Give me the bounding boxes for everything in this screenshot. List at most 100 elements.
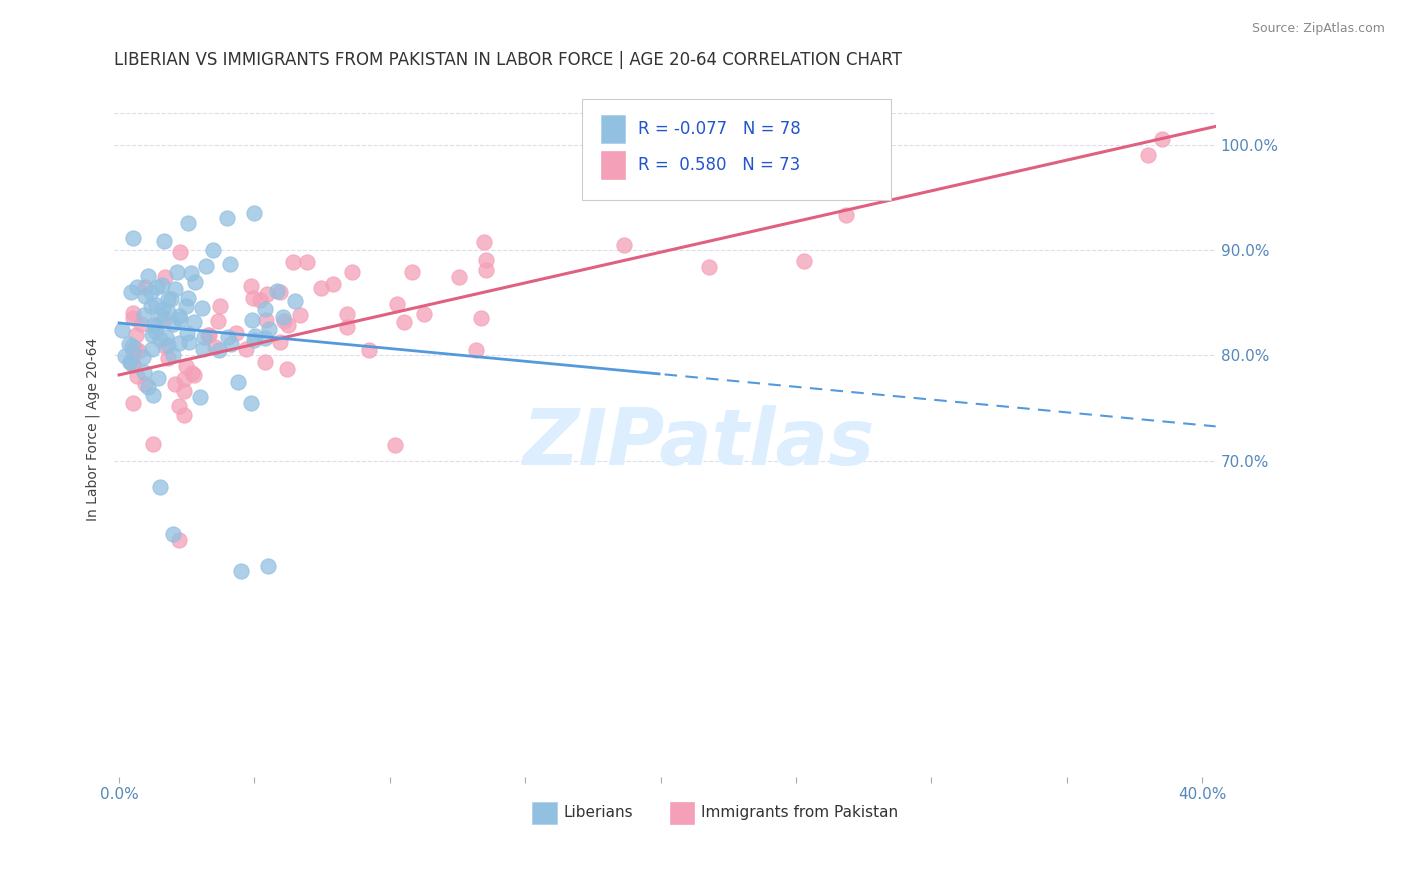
Point [180, 266, 202, 280]
Point [447, 270, 470, 285]
Point [470, 310, 492, 325]
Point [208, 343, 231, 358]
Point [208, 299, 231, 313]
Point [1150, 132, 1173, 146]
Bar [600, 151, 626, 178]
Point [254, 301, 277, 316]
Point [217, 330, 239, 344]
Point [207, 314, 229, 328]
Point [149, 332, 172, 346]
Point [281, 255, 304, 269]
Point [225, 326, 247, 340]
Point [162, 318, 184, 332]
Point [184, 275, 207, 289]
Point [394, 315, 416, 329]
Point [413, 307, 436, 321]
Point [290, 308, 312, 322]
Point [204, 340, 226, 354]
Point [169, 245, 191, 260]
Point [121, 306, 143, 320]
Point [127, 279, 149, 293]
Text: Liberians: Liberians [564, 805, 633, 821]
Bar [600, 115, 626, 143]
Point [1136, 148, 1159, 162]
Point [256, 287, 278, 301]
Point [149, 480, 172, 494]
Point [254, 355, 277, 369]
Point [221, 337, 243, 351]
Text: Source: ZipAtlas.com: Source: ZipAtlas.com [1251, 22, 1385, 36]
Point [121, 338, 143, 352]
Point [226, 375, 249, 389]
Point [242, 313, 264, 327]
Text: R = -0.077   N = 78: R = -0.077 N = 78 [638, 120, 801, 137]
Point [284, 294, 307, 309]
Point [132, 308, 155, 322]
Point [146, 279, 169, 293]
Point [132, 365, 155, 379]
Point [173, 372, 195, 386]
Point [176, 326, 198, 341]
Point [194, 259, 217, 273]
Point [340, 265, 363, 279]
Point [142, 437, 165, 451]
Point [177, 335, 200, 350]
Point [240, 278, 263, 293]
Point [191, 301, 214, 315]
Text: Immigrants from Pakistan: Immigrants from Pakistan [702, 805, 898, 821]
Point [249, 293, 271, 307]
Point [384, 438, 406, 452]
Point [202, 243, 225, 257]
Point [271, 310, 294, 324]
Point [277, 318, 299, 332]
Point [136, 268, 159, 283]
Point [121, 344, 143, 359]
Point [120, 354, 142, 368]
Point [322, 277, 344, 291]
Point [472, 235, 495, 249]
Point [276, 362, 298, 376]
Point [336, 307, 359, 321]
Point [121, 357, 143, 371]
Point [183, 315, 205, 329]
Point [120, 285, 142, 299]
Point [157, 293, 180, 307]
Point [141, 328, 163, 343]
Point [254, 313, 277, 327]
Point [143, 318, 166, 333]
Point [257, 559, 280, 574]
Point [229, 564, 252, 578]
Point [114, 349, 136, 363]
Point [163, 282, 186, 296]
Point [181, 366, 204, 380]
Point [190, 390, 212, 404]
Point [401, 265, 423, 279]
Point [235, 343, 257, 357]
Point [197, 328, 219, 343]
Text: ZIPatlas: ZIPatlas [522, 405, 875, 481]
Bar [671, 802, 695, 824]
Point [153, 339, 176, 353]
Point [253, 331, 276, 345]
Point [475, 263, 498, 277]
Bar [533, 802, 557, 824]
Point [121, 396, 143, 410]
Point [219, 257, 242, 271]
Point [152, 234, 174, 248]
Point [141, 285, 163, 300]
Point [465, 343, 488, 357]
Point [243, 329, 266, 343]
Point [153, 311, 176, 326]
Text: R =  0.580   N = 73: R = 0.580 N = 73 [638, 156, 800, 174]
Point [162, 348, 184, 362]
Point [142, 388, 165, 402]
Point [167, 335, 190, 350]
Point [475, 253, 498, 268]
Point [162, 527, 184, 541]
Point [134, 280, 156, 294]
Point [134, 289, 156, 303]
Point [118, 355, 141, 369]
Point [122, 230, 145, 244]
Point [273, 313, 295, 327]
Point [128, 344, 150, 359]
